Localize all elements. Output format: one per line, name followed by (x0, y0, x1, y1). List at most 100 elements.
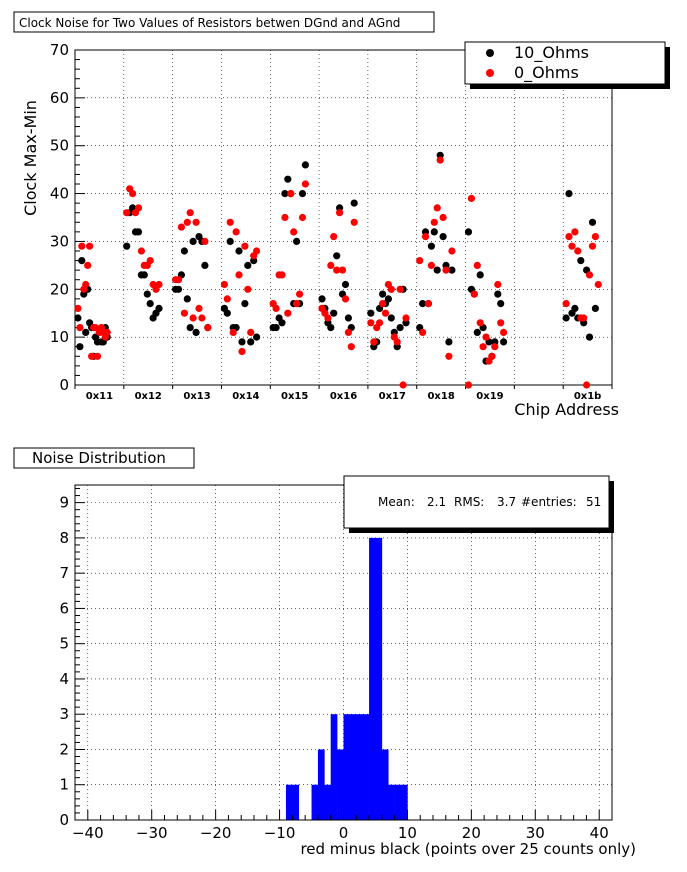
data-point-0_Ohms (241, 242, 249, 250)
scatter-plot-frame (74, 49, 613, 386)
data-point-0_Ohms (442, 266, 450, 274)
stats-line: Mean: 2.1 RMS: 3.7 #entries: 51 (378, 495, 601, 509)
scatter-x-category-label: 0x15 (281, 391, 308, 402)
data-point-10_Ohms (419, 300, 427, 308)
data-point-10_Ohms (577, 257, 585, 265)
data-point-0_Ohms (247, 328, 255, 336)
scatter-x-category-label: 0x13 (183, 391, 210, 402)
data-point-0_Ohms (204, 324, 212, 332)
data-point-0_Ohms (482, 333, 490, 341)
histogram-bar (285, 784, 293, 820)
data-point-10_Ohms (301, 161, 309, 169)
data-point-0_Ohms (103, 328, 111, 336)
data-point-10_Ohms (591, 304, 600, 312)
data-point-0_Ohms (473, 261, 481, 269)
scatter-x-category-label: 0x14 (232, 391, 259, 402)
histogram-x-axis: −40 −30 −20 −10 0 10 20 30 40 (72, 810, 613, 842)
data-point-0_Ohms (562, 300, 570, 308)
data-point-0_Ohms (467, 194, 475, 202)
data-point-0_Ohms (78, 242, 86, 250)
histogram-bar (381, 749, 389, 820)
data-point-0_Ohms (571, 228, 579, 236)
data-point-10_Ohms (350, 199, 358, 207)
data-point-0_Ohms (350, 218, 358, 226)
data-point-0_Ohms (381, 309, 390, 317)
scatter-grid (75, 50, 612, 385)
scatter-x-category-label: 0x11 (86, 391, 113, 402)
histogram-bar (356, 714, 363, 820)
data-point-0_Ohms (367, 319, 375, 327)
data-point-0_Ohms (379, 300, 387, 308)
histogram-x-tick-label: 0 (339, 824, 349, 842)
histogram-bar (292, 784, 300, 820)
data-point-0_Ohms (155, 280, 163, 289)
data-point-0_Ohms (344, 328, 352, 336)
histogram-y-tick-label: 9 (59, 494, 69, 512)
data-point-0_Ohms (402, 314, 410, 322)
data-point-10_Ohms (565, 190, 573, 198)
data-point-0_Ohms (180, 309, 188, 317)
data-point-10_Ohms (123, 242, 131, 250)
data-point-10_Ohms (341, 280, 350, 289)
data-point-10_Ohms (500, 338, 508, 346)
data-point-0_Ohms (436, 156, 444, 164)
data-point-0_Ohms (290, 228, 298, 236)
data-point-0_Ohms (301, 180, 309, 188)
histogram-bar (362, 714, 370, 820)
data-point-0_Ohms (91, 324, 100, 332)
data-point-0_Ohms (433, 204, 441, 212)
scatter-legend: 10_Ohms 0_Ohms (464, 41, 670, 89)
data-point-10_Ohms (180, 247, 188, 255)
data-point-0_Ohms (336, 209, 344, 217)
data-point-10_Ohms (344, 314, 352, 322)
data-point-0_Ohms (232, 228, 240, 236)
data-point-0_Ohms (399, 381, 407, 389)
scatter-y-tick-label: 60 (50, 89, 69, 107)
data-point-10_Ohms (430, 228, 438, 236)
scatter-x-category-label: 0x16 (330, 391, 357, 402)
data-point-0_Ohms (585, 271, 594, 279)
data-point-0_Ohms (580, 314, 588, 322)
data-point-10_Ohms (330, 309, 338, 317)
data-point-0_Ohms (189, 314, 197, 322)
data-point-10_Ohms (562, 314, 570, 322)
scatter-y-tick-label: 20 (50, 280, 69, 298)
data-point-10_Ohms (253, 333, 261, 341)
histogram-x-tick-label: −10 (264, 824, 296, 842)
histogram-y-tick-label: 8 (59, 529, 69, 547)
scatter-y-tick-label: 40 (50, 185, 69, 203)
data-point-0_Ohms (82, 280, 90, 289)
data-point-0_Ohms (293, 300, 301, 308)
histogram-y-tick-label: 3 (59, 705, 69, 723)
legend-label-10-ohms: 10_Ohms (514, 43, 589, 63)
data-point-10_Ohms (473, 328, 481, 336)
data-point-0_Ohms (186, 209, 194, 217)
data-point-10_Ohms (333, 252, 341, 260)
scatter-x-axis: 0x11 0x12 0x13 0x14 0x15 0x16 0x17 0x18 0x19 0x1b (74, 385, 613, 402)
data-point-10_Ohms (76, 343, 84, 351)
scatter-y-tick-label: 0 (59, 376, 69, 394)
histogram-bar (349, 714, 357, 820)
data-point-10_Ohms (174, 285, 183, 293)
data-point-0_Ohms (396, 285, 404, 293)
data-point-0_Ohms (298, 213, 307, 222)
histogram-x-tick-label: 40 (590, 824, 609, 842)
data-point-10_Ohms (439, 233, 447, 241)
data-point-10_Ohms (367, 309, 375, 317)
histogram-bar (330, 714, 338, 820)
data-point-10_Ohms (427, 242, 435, 250)
data-point-10_Ohms (387, 314, 395, 322)
data-point-0_Ohms (497, 319, 505, 327)
data-point-10_Ohms (494, 290, 502, 298)
data-point-0_Ohms (223, 295, 231, 303)
data-point-0_Ohms (226, 218, 234, 226)
data-point-10_Ohms (201, 261, 209, 269)
data-point-0_Ohms (296, 290, 304, 298)
data-point-0_Ohms (494, 280, 502, 289)
scatter-x-category-label: 0x19 (476, 391, 503, 402)
histogram-y-tick-label: 2 (59, 740, 69, 758)
data-point-10_Ohms (298, 190, 307, 198)
data-point-10_Ohms (585, 333, 594, 341)
scatter-title-box (13, 11, 435, 33)
data-point-0_Ohms (137, 247, 145, 255)
